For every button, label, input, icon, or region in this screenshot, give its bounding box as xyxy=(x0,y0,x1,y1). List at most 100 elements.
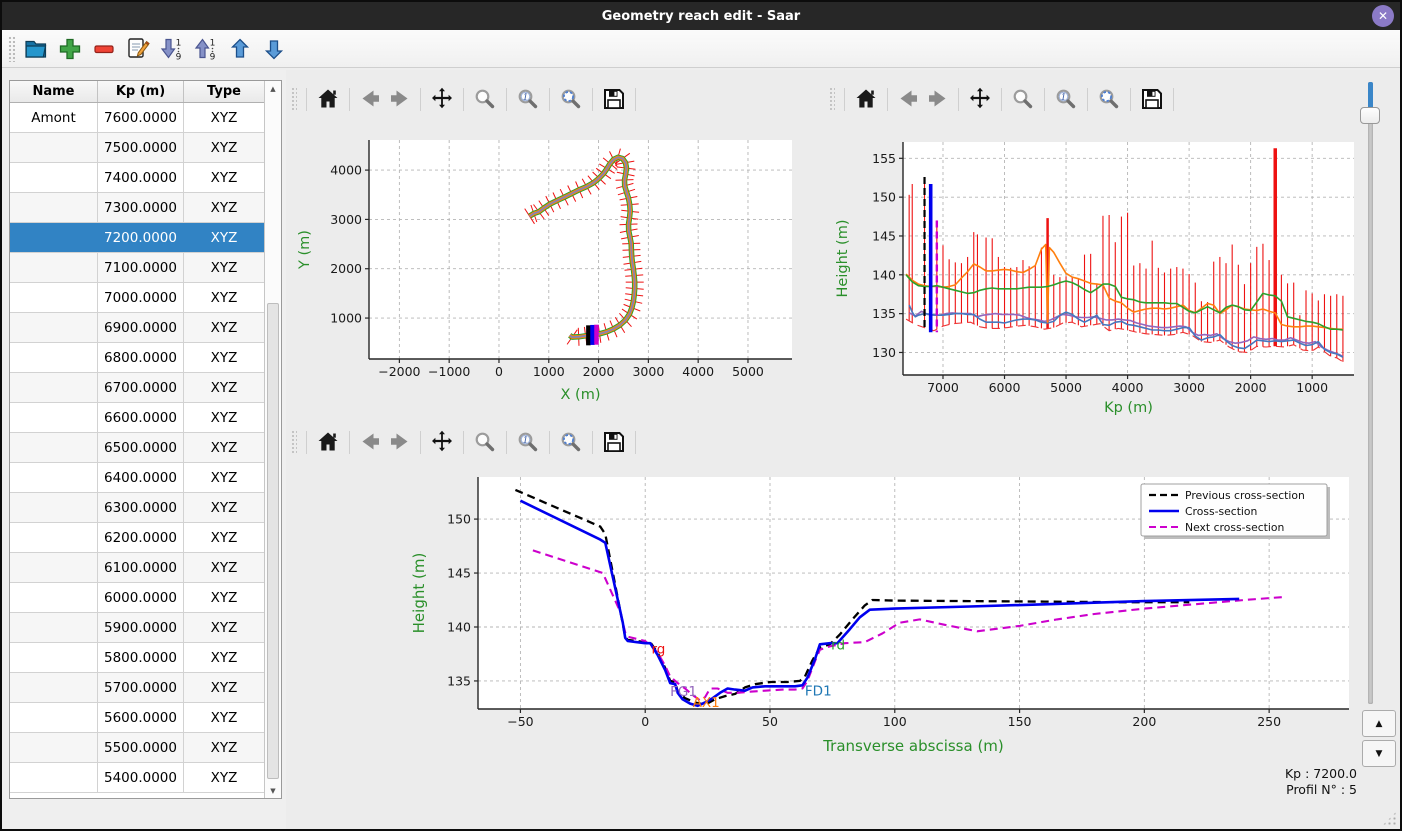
figure-toolbar-handle[interactable] xyxy=(291,87,297,111)
table-row[interactable]: 5400.0000 XYZ xyxy=(10,763,281,793)
table-row[interactable]: 7400.0000 XYZ xyxy=(10,163,281,193)
add-section-button[interactable] xyxy=(55,34,85,64)
table-row[interactable]: 7100.0000 XYZ xyxy=(10,253,281,283)
close-button[interactable]: ✕ xyxy=(1372,5,1394,27)
cell-name xyxy=(10,703,98,732)
forward-button[interactable] xyxy=(385,85,413,113)
pan-button[interactable] xyxy=(428,428,456,456)
save-button[interactable] xyxy=(600,428,628,456)
table-row[interactable]: 7000.0000 XYZ xyxy=(10,283,281,313)
cell-kp: 5700.0000 xyxy=(98,673,184,702)
table-row[interactable]: 5800.0000 XYZ xyxy=(10,643,281,673)
table-row[interactable]: 6600.0000 XYZ xyxy=(10,403,281,433)
column-header-kp[interactable]: Kp (m) xyxy=(98,81,184,102)
y-tick-label: 155 xyxy=(872,151,896,166)
next-section-button[interactable]: ▼ xyxy=(1362,740,1396,767)
annotation-FD1: FD1 xyxy=(805,684,832,700)
zoom-region-icon: 1 xyxy=(1053,86,1079,112)
home-button[interactable] xyxy=(314,428,342,456)
pan-button[interactable] xyxy=(428,85,456,113)
move-up-button[interactable] xyxy=(225,34,255,64)
x-tick-label: 5000 xyxy=(732,364,764,379)
zoom-button[interactable] xyxy=(1009,85,1037,113)
section-slider-track[interactable] xyxy=(1368,82,1373,704)
cell-kp: 5800.0000 xyxy=(98,643,184,672)
table-row[interactable]: 5700.0000 XYZ xyxy=(10,673,281,703)
forward-button[interactable] xyxy=(385,428,413,456)
table-row[interactable]: 7300.0000 XYZ xyxy=(10,193,281,223)
back-button[interactable] xyxy=(895,85,923,113)
section-slider-handle[interactable] xyxy=(1360,107,1380,124)
table-row[interactable]: 6000.0000 XYZ xyxy=(10,583,281,613)
table-row[interactable]: 6700.0000 XYZ xyxy=(10,373,281,403)
forward-button[interactable] xyxy=(923,85,951,113)
home-button[interactable] xyxy=(314,85,342,113)
figure-toolbar-handle[interactable] xyxy=(829,87,835,111)
move-down-button[interactable] xyxy=(259,34,289,64)
cell-name xyxy=(10,313,98,342)
plan-view-plot[interactable]: −2000 −1000 0 1000 2000 3000 4000 5000 1000 2000 3… xyxy=(289,120,824,422)
x-tick-label: 1000 xyxy=(1296,380,1328,395)
y-tick-label: 135 xyxy=(447,673,471,688)
zoom-button[interactable] xyxy=(471,428,499,456)
table-row[interactable]: 5900.0000 XYZ xyxy=(10,613,281,643)
back-button[interactable] xyxy=(357,85,385,113)
longitudinal-profile-plot[interactable]: 7000 6000 5000 4000 3000 2000 1000 130 135 140 145… xyxy=(826,120,1359,422)
scrollbar-thumb[interactable] xyxy=(267,303,279,779)
table-scrollbar[interactable]: ▲ ▼ xyxy=(264,81,281,798)
zoom-region-button[interactable]: 1 xyxy=(514,428,542,456)
scrollbar-down-icon[interactable]: ▼ xyxy=(270,786,276,795)
table-row[interactable]: 6100.0000 XYZ xyxy=(10,553,281,583)
table-row[interactable]: 6500.0000 XYZ xyxy=(10,433,281,463)
section-table: Name Kp (m) Type Amont 7600.0000 XYZ 7500.0… xyxy=(9,80,282,799)
cell-type: XYZ xyxy=(184,463,265,492)
table-row[interactable]: 7500.0000 XYZ xyxy=(10,133,281,163)
zoom-button[interactable] xyxy=(471,85,499,113)
save-button[interactable] xyxy=(600,85,628,113)
back-icon xyxy=(896,86,922,112)
zoom-region-button[interactable]: 1 xyxy=(1052,85,1080,113)
figure-toolbar-handle[interactable] xyxy=(291,430,297,454)
y-tick-label: 135 xyxy=(872,306,896,321)
x-tick-label: −1000 xyxy=(428,364,470,379)
remove-section-button[interactable] xyxy=(89,34,119,64)
cell-kp: 6300.0000 xyxy=(98,493,184,522)
add-section-icon xyxy=(57,36,83,62)
previous-section-button[interactable]: ▲ xyxy=(1362,710,1396,737)
table-row[interactable]: 7200.0000 XYZ xyxy=(10,223,281,253)
table-row[interactable]: Amont 7600.0000 XYZ xyxy=(10,103,281,133)
zoom-fit-button[interactable] xyxy=(1095,85,1123,113)
table-row[interactable]: 6300.0000 XYZ xyxy=(10,493,281,523)
window-title: Geometry reach edit - Saar xyxy=(601,8,801,24)
save-icon xyxy=(601,429,627,455)
table-row[interactable]: 6200.0000 XYZ xyxy=(10,523,281,553)
home-button[interactable] xyxy=(852,85,880,113)
table-row[interactable]: 6400.0000 XYZ xyxy=(10,463,281,493)
cross-section-plot[interactable]: −50 0 50 100 150 200 250 135 140 145 150 Transverse… xyxy=(289,464,1359,767)
toolbar-drag-handle[interactable] xyxy=(8,35,15,62)
column-header-type[interactable]: Type xyxy=(184,81,265,102)
scrollbar-up-icon[interactable]: ▲ xyxy=(270,84,276,93)
column-header-name[interactable]: Name xyxy=(10,81,98,102)
table-row[interactable]: 6800.0000 XYZ xyxy=(10,343,281,373)
table-row[interactable]: 5500.0000 XYZ xyxy=(10,733,281,763)
open-folder-button[interactable] xyxy=(21,34,51,64)
save-button[interactable] xyxy=(1138,85,1166,113)
zoom-region-button[interactable]: 1 xyxy=(514,85,542,113)
table-row[interactable]: 5600.0000 XYZ xyxy=(10,703,281,733)
table-row[interactable]: 6900.0000 XYZ xyxy=(10,313,281,343)
svg-text:1: 1 xyxy=(523,93,529,103)
plan-view-toolbar: 1 xyxy=(291,82,643,116)
legend: Previous cross-section Cross-section Next … xyxy=(1140,483,1330,539)
toolbar-separator xyxy=(1087,87,1088,111)
forward-icon xyxy=(386,86,412,112)
edit-section-button[interactable] xyxy=(123,34,153,64)
cell-type: XYZ xyxy=(184,343,265,372)
zoom-fit-button[interactable] xyxy=(557,428,585,456)
zoom-fit-button[interactable] xyxy=(557,85,585,113)
pan-button[interactable] xyxy=(966,85,994,113)
back-button[interactable] xyxy=(357,428,385,456)
